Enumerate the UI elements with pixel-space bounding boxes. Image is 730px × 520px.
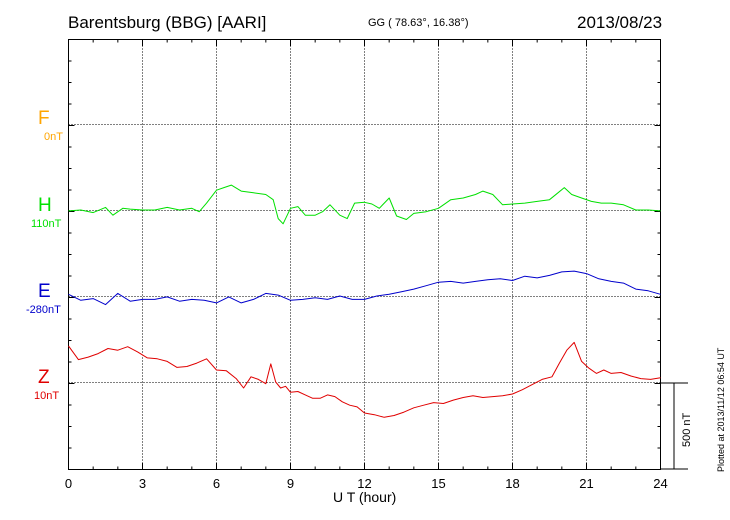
series-lines <box>68 184 661 418</box>
x-tick-label-18: 18 <box>505 476 519 491</box>
x-tick-label-9: 9 <box>287 476 294 491</box>
scale-bar <box>660 382 688 470</box>
x-tick-label-21: 21 <box>579 476 593 491</box>
x-tick-label-12: 12 <box>357 476 371 491</box>
component-label-e: E <box>38 281 51 302</box>
series-line-h <box>68 184 661 225</box>
component-baseline-h: 110nT <box>31 218 62 230</box>
component-baseline-e: -280nT <box>26 304 61 316</box>
x-tick-label-6: 6 <box>213 476 220 491</box>
x-tick-label-3: 3 <box>139 476 146 491</box>
component-label-f: F <box>38 108 50 129</box>
axis-ticks <box>68 39 661 470</box>
series-line-e <box>68 270 661 306</box>
station-title: Barentsburg (BBG) [AARI] <box>68 13 267 32</box>
station-coordinates: GG ( 78.63°, 16.38°) <box>368 17 469 29</box>
x-axis-label: U T (hour) <box>333 489 397 505</box>
scale-bar-label: 500 nT <box>681 412 693 447</box>
x-tick-label-24: 24 <box>653 476 667 491</box>
grid-lines <box>68 39 661 470</box>
x-tick-labels: 0 3 6 9 12 15 18 21 24 <box>65 476 668 491</box>
component-label-h: H <box>38 195 52 216</box>
component-baseline-f: 0nT <box>44 131 63 143</box>
series-line-z <box>68 341 661 418</box>
x-tick-label-0: 0 <box>65 476 72 491</box>
x-tick-label-15: 15 <box>431 476 445 491</box>
plotted-timestamp: Plotted at 2013/11/12 06:54 UT <box>716 347 726 472</box>
component-baseline-z: 10nT <box>34 390 60 402</box>
component-label-z: Z <box>38 367 50 388</box>
plot-frame <box>68 39 661 470</box>
observation-date: 2013/08/23 <box>577 13 663 32</box>
